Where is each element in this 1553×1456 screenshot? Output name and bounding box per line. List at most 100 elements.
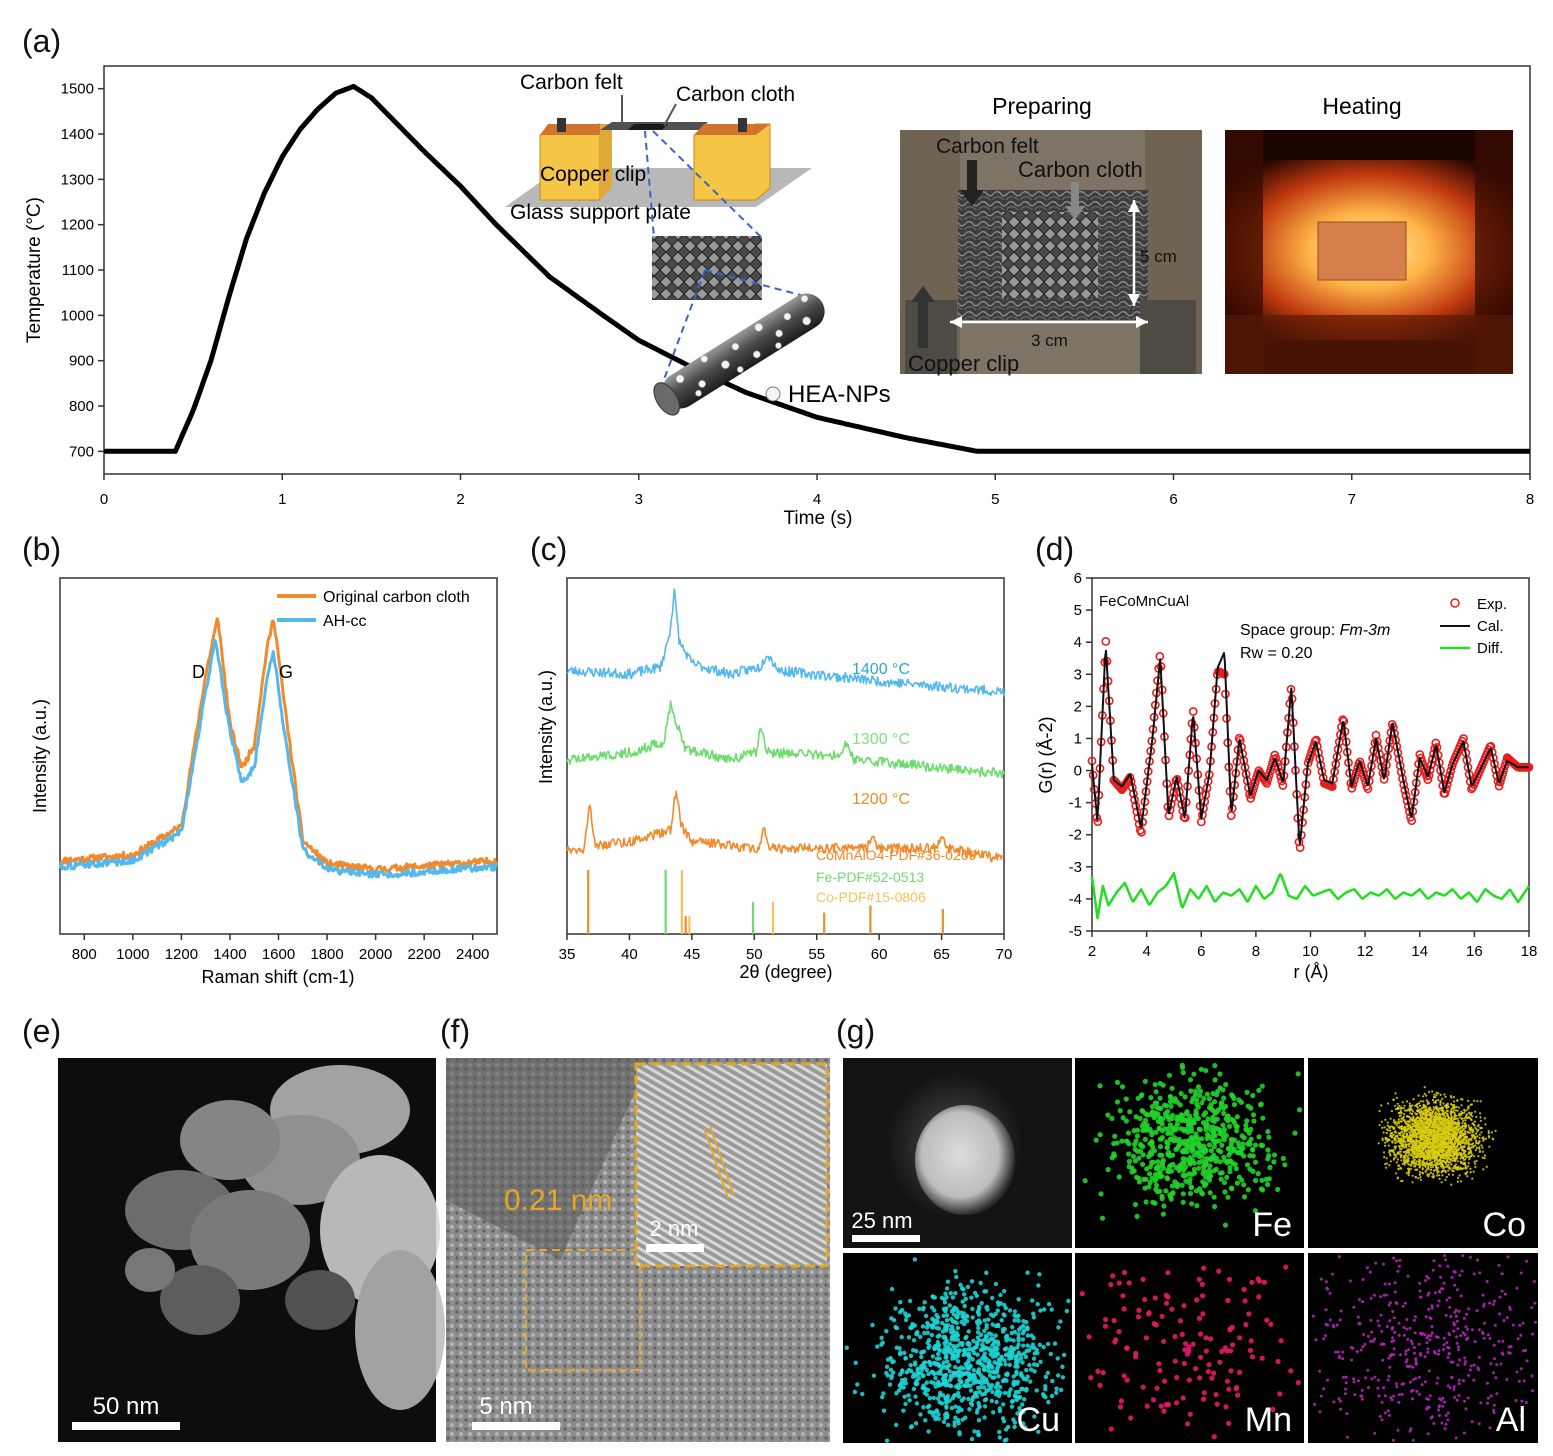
eds-label-cu: Cu [1017,1401,1060,1439]
copper-clip-left-top [540,124,610,135]
c-xtick-label: 70 [996,946,1013,963]
chart-raman: 800 1000 1200 1400 1600 1800 2000 2200 2400 Orig… [30,577,499,987]
b-ylabel: Intensity (a.u.) [30,699,50,813]
cal-line [1091,649,1530,845]
exp-point [1278,781,1288,790]
exp-point [1295,843,1305,853]
a-ylabel: Temperature (°C) [24,197,45,343]
xrd-series-1200 [566,790,1005,863]
panel-label-g: (g) [836,1013,875,1049]
a-ytick-label: 1000 [61,307,94,324]
d-ytick-label: 6 [1074,570,1082,587]
d-ytick-label: -2 [1069,827,1082,844]
b-xtick-label: 2000 [359,946,392,963]
curve-label-1300: 1300 °C [852,731,910,748]
b-xtick-label: 1200 [165,946,198,963]
eds-label-al: Al [1496,1401,1526,1439]
d-legend: Exp. Cal. Diff. [1440,596,1507,657]
photo-label-copper-clip: Copper clip [908,351,1019,376]
d-xtick-label: 6 [1197,943,1205,960]
c-xtick-label: 65 [933,946,950,963]
label-preparing: Preparing [992,93,1092,119]
c-xtick-label: 60 [871,946,888,963]
d-rw: Rw = 0.20 [1240,645,1313,662]
scale-label-g: 25 nm [851,1208,912,1233]
c-xtick-label: 45 [684,946,701,963]
c-xtick-label: 40 [621,946,638,963]
xrd-series-1300 [566,700,1005,779]
c-ylabel: Intensity (a.u.) [536,670,556,784]
cloth-pointer [663,103,677,127]
exp-point [1355,757,1365,767]
a-ytick-label: 1300 [61,171,94,188]
d-ytick-label: 1 [1074,730,1082,747]
scale-label-f-inset: 2 nm [650,1216,699,1241]
d-space-group: Space group: Fm-3m [1240,622,1390,639]
device-photos: Preparing Heating Carbon felt Carbon clo… [900,93,1513,376]
photo-label-carbon-felt: Carbon felt [936,135,1039,158]
d-ytick-label: -1 [1069,795,1082,812]
b-xtick-label: 1000 [116,946,149,963]
c-xtick-label: 50 [746,946,763,963]
zoom-line-1 [644,130,655,239]
d-sample-name: FeCoMnCuAl [1099,593,1189,610]
copper-clip-left [539,123,601,201]
a-ytick-label: 1500 [61,81,94,98]
label-glass-support: Glass support plate [510,201,691,224]
exp-point [1265,766,1275,776]
eds-label-fe: Fe [1252,1206,1292,1244]
d-ytick-label: -4 [1069,891,1082,908]
diff-line [1090,871,1531,920]
scale-label-e: 50 nm [93,1393,160,1420]
eds-map-mn: Mn [1075,1253,1304,1443]
raman-series-ahcc [58,639,498,879]
scalebar-f-inset [646,1244,704,1252]
scalebar-f [472,1422,560,1430]
hea-np-marker-icon [765,386,781,402]
hrtem-image: 0.21 nm 2 nm 5 nm [446,1058,830,1442]
d-ytick-label: 5 [1074,602,1082,619]
b-xtick-label: 1600 [262,946,295,963]
stem-image: 50 nm [58,1058,445,1442]
legend-exp: Exp. [1477,596,1507,613]
a-ytick-label: 1400 [61,126,94,143]
scale-label-f: 5 nm [479,1393,532,1420]
d-ytick-label: 0 [1074,763,1082,780]
haadf-tile: 25 nm [843,1058,1072,1248]
d-ytick-label: 4 [1074,634,1082,651]
panel-label-f: (f) [440,1013,470,1049]
ref-label-fe: Fe-PDF#52-0513 [816,869,924,885]
d-ytick-label: 2 [1074,698,1082,715]
eds-map-al: Al [1308,1253,1538,1443]
d-xtick-label: 8 [1252,943,1260,960]
photo-preparing: Carbon felt Carbon cloth 5 cm 3 cm Coppe… [900,130,1202,376]
copper-clip-right [693,123,771,201]
chart-b-frame [59,577,498,935]
raman-series-original [59,617,499,875]
ref-label-co: Co-PDF#15-0806 [816,889,926,905]
a-ytick-label: 900 [69,353,94,370]
a-xtick-label: 3 [635,491,643,508]
zoom-line-2 [652,130,763,239]
a-ytick-label: 1200 [61,217,94,234]
label-carbon-felt: Carbon felt [520,71,623,94]
photo-heating [1225,130,1513,374]
scalebar-e [72,1422,180,1430]
photo-label-3cm: 3 cm [1031,331,1068,350]
panel-label-d: (d) [1035,531,1074,567]
peak-label-g: G [279,662,293,682]
curve-label-1200: 1200 °C [852,791,910,808]
d-space-group-value: Fm-3m [1340,622,1391,639]
b-xtick-label: 1800 [310,946,343,963]
exp-point [1188,707,1198,716]
exp-point [1137,827,1146,837]
peak-label-d: D [192,662,205,682]
legend-ahcc: AH-cc [323,613,367,630]
exp-point [1499,765,1509,775]
eds-maps: 25 nm Fe Co Cu Mn Al [843,1058,1538,1443]
screw-right [738,118,747,132]
carbon-fiber-rod [653,293,825,416]
label-carbon-cloth: Carbon cloth [676,83,795,106]
d-xlabel: r (Å) [1294,962,1329,982]
